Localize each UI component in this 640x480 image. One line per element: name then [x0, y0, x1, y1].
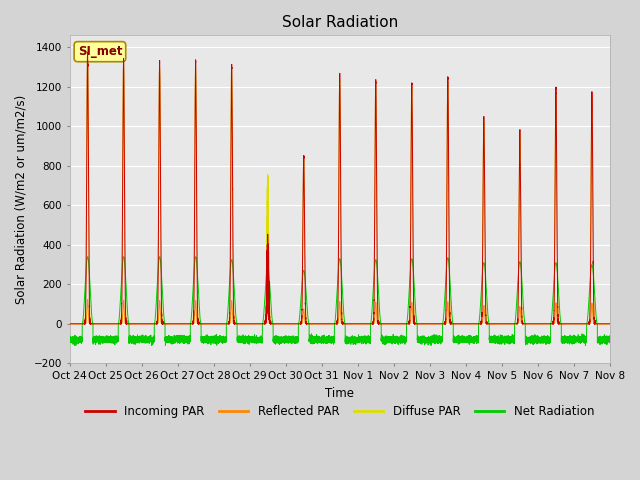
X-axis label: Time: Time: [325, 386, 355, 399]
Y-axis label: Solar Radiation (W/m2 or um/m2/s): Solar Radiation (W/m2 or um/m2/s): [15, 95, 28, 304]
Legend: Incoming PAR, Reflected PAR, Diffuse PAR, Net Radiation: Incoming PAR, Reflected PAR, Diffuse PAR…: [81, 401, 599, 423]
Text: SI_met: SI_met: [77, 45, 122, 58]
Title: Solar Radiation: Solar Radiation: [282, 15, 398, 30]
